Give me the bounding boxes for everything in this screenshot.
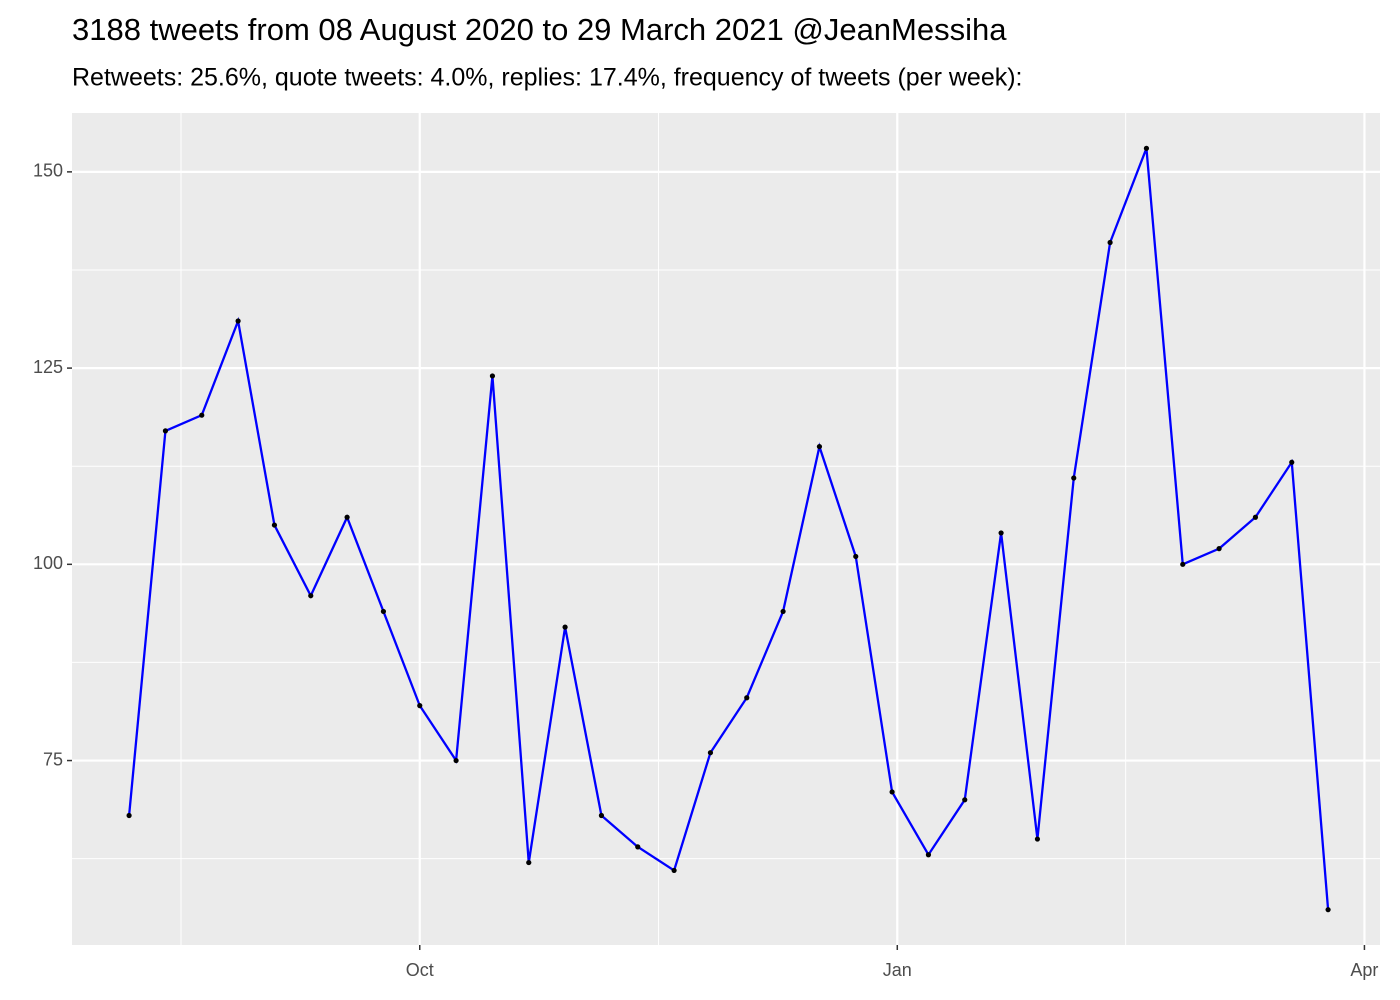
data-point xyxy=(199,412,205,418)
data-point xyxy=(489,373,496,379)
data-point xyxy=(235,318,241,324)
x-tick-label: Jan xyxy=(883,960,912,980)
x-tick-label: Apr xyxy=(1350,960,1378,980)
data-point xyxy=(271,522,278,528)
chart-subtitle: Retweets: 25.6%, quote tweets: 4.0%, rep… xyxy=(72,64,1023,92)
data-point xyxy=(635,844,641,850)
data-point xyxy=(671,867,677,874)
data-point xyxy=(1034,836,1041,842)
data-point xyxy=(344,514,350,520)
data-point xyxy=(1289,459,1295,465)
data-point xyxy=(1252,514,1259,520)
data-point xyxy=(162,428,169,434)
data-point xyxy=(998,530,1004,536)
data-point xyxy=(962,797,968,803)
x-tick-label: Oct xyxy=(406,960,434,980)
data-point xyxy=(1325,907,1331,913)
data-point xyxy=(1143,145,1150,151)
data-point xyxy=(780,608,786,615)
data-point xyxy=(453,757,459,764)
data-point xyxy=(526,859,532,866)
y-tick-label: 75 xyxy=(43,749,63,769)
data-point xyxy=(562,624,568,630)
data-point xyxy=(1071,475,1077,481)
data-point xyxy=(417,703,423,709)
y-tick-label: 100 xyxy=(33,553,63,573)
data-point xyxy=(380,608,387,615)
data-point xyxy=(598,812,605,819)
data-point xyxy=(853,553,859,560)
y-tick-label: 150 xyxy=(33,161,63,181)
panel xyxy=(72,113,1380,945)
data-point xyxy=(1216,546,1222,552)
data-point xyxy=(925,852,932,858)
chart-title: 3188 tweets from 08 August 2020 to 29 Ma… xyxy=(72,12,1007,47)
data-point xyxy=(889,789,895,795)
y-tick-label: 125 xyxy=(33,357,63,377)
data-point xyxy=(308,593,314,599)
data-point xyxy=(1107,239,1113,246)
data-point xyxy=(126,812,132,819)
data-point xyxy=(816,443,823,450)
data-point xyxy=(707,750,714,756)
data-point xyxy=(1180,561,1186,567)
data-point xyxy=(744,695,750,701)
series-line xyxy=(127,147,1330,910)
